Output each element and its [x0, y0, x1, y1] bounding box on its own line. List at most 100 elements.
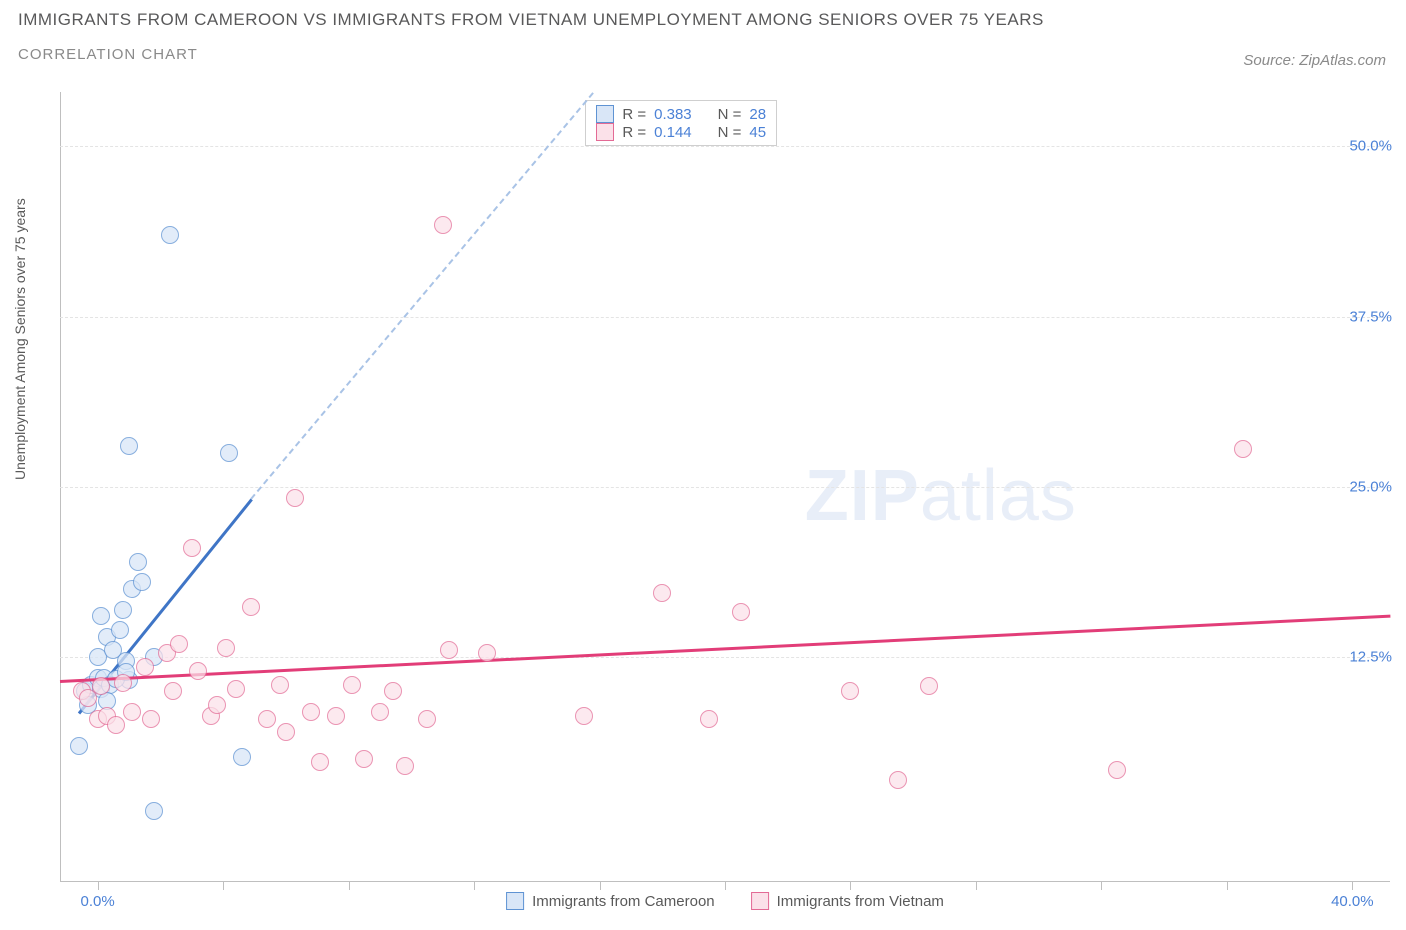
- data-point: [220, 444, 238, 462]
- x-tick-label: 40.0%: [1331, 893, 1374, 910]
- legend-item: Immigrants from Vietnam: [751, 892, 944, 910]
- data-point: [92, 607, 110, 625]
- legend-swatch: [506, 892, 524, 910]
- data-point: [286, 489, 304, 507]
- data-point: [271, 676, 289, 694]
- data-point: [355, 750, 373, 768]
- x-tick: [600, 882, 601, 890]
- data-point: [136, 658, 154, 676]
- data-point: [889, 771, 907, 789]
- data-point: [129, 553, 147, 571]
- data-point: [70, 737, 88, 755]
- n-label: N =: [718, 106, 742, 123]
- data-point: [114, 601, 132, 619]
- data-point: [170, 635, 188, 653]
- chart-subtitle: CORRELATION CHART: [18, 46, 1044, 63]
- gridline: [60, 657, 1390, 658]
- data-point: [277, 723, 295, 741]
- source-attribution: Source: ZipAtlas.com: [1243, 52, 1386, 69]
- data-point: [327, 707, 345, 725]
- data-point: [302, 703, 320, 721]
- r-label: R =: [622, 124, 646, 141]
- x-tick-label: 0.0%: [81, 893, 115, 910]
- x-tick: [474, 882, 475, 890]
- gridline: [60, 146, 1390, 147]
- data-point: [120, 437, 138, 455]
- n-value: 45: [749, 124, 766, 141]
- watermark: ZIPatlas: [805, 455, 1077, 537]
- x-tick: [725, 882, 726, 890]
- x-tick: [1101, 882, 1102, 890]
- legend-label: Immigrants from Cameroon: [532, 893, 715, 910]
- source-name: ZipAtlas.com: [1299, 52, 1386, 69]
- legend-swatch: [751, 892, 769, 910]
- data-point: [478, 644, 496, 662]
- legend-item: Immigrants from Cameroon: [506, 892, 715, 910]
- y-tick-label: 50.0%: [1349, 138, 1392, 155]
- data-point: [107, 716, 125, 734]
- y-tick-label: 12.5%: [1349, 649, 1392, 666]
- x-tick: [1352, 882, 1353, 890]
- data-point: [183, 539, 201, 557]
- data-point: [653, 584, 671, 602]
- stats-row: R = 0.144 N = 45: [596, 123, 766, 141]
- data-point: [384, 682, 402, 700]
- data-point: [700, 710, 718, 728]
- data-point: [114, 674, 132, 692]
- trend-line: [60, 615, 1390, 683]
- data-point: [311, 753, 329, 771]
- data-point: [92, 677, 110, 695]
- data-point: [396, 757, 414, 775]
- y-axis-label: Unemployment Among Seniors over 75 years: [12, 198, 28, 480]
- data-point: [841, 682, 859, 700]
- x-tick: [850, 882, 851, 890]
- data-point: [111, 621, 129, 639]
- r-value: 0.383: [654, 106, 692, 123]
- n-label: N =: [718, 124, 742, 141]
- data-point: [233, 748, 251, 766]
- data-point: [227, 680, 245, 698]
- x-tick: [1227, 882, 1228, 890]
- correlation-stats-box: R = 0.383 N = 28 R = 0.144 N = 45: [585, 100, 777, 146]
- data-point: [343, 676, 361, 694]
- data-point: [258, 710, 276, 728]
- data-point: [242, 598, 260, 616]
- data-point: [575, 707, 593, 725]
- x-tick: [976, 882, 977, 890]
- stats-row: R = 0.383 N = 28: [596, 105, 766, 123]
- scatter-chart: ZIPatlas Immigrants from CameroonImmigra…: [60, 92, 1390, 882]
- x-tick: [223, 882, 224, 890]
- data-point: [732, 603, 750, 621]
- data-point: [920, 677, 938, 695]
- data-point: [164, 682, 182, 700]
- y-tick-label: 25.0%: [1349, 479, 1392, 496]
- data-point: [123, 703, 141, 721]
- watermark-atlas: atlas: [920, 456, 1077, 536]
- data-point: [133, 573, 151, 591]
- y-tick-label: 37.5%: [1349, 308, 1392, 325]
- watermark-zip: ZIP: [805, 456, 920, 536]
- legend-swatch: [596, 123, 614, 141]
- n-value: 28: [749, 106, 766, 123]
- data-point: [371, 703, 389, 721]
- data-point: [418, 710, 436, 728]
- gridline: [60, 317, 1390, 318]
- legend-swatch: [596, 105, 614, 123]
- trend-line: [251, 92, 594, 499]
- legend-label: Immigrants from Vietnam: [777, 893, 944, 910]
- x-tick: [349, 882, 350, 890]
- x-tick: [98, 882, 99, 890]
- data-point: [208, 696, 226, 714]
- data-point: [440, 641, 458, 659]
- chart-title: IMMIGRANTS FROM CAMEROON VS IMMIGRANTS F…: [18, 10, 1044, 30]
- legend: Immigrants from Cameroon Immigrants from …: [506, 892, 944, 910]
- data-point: [434, 216, 452, 234]
- data-point: [145, 802, 163, 820]
- data-point: [142, 710, 160, 728]
- data-point: [1108, 761, 1126, 779]
- data-point: [161, 226, 179, 244]
- data-point: [217, 639, 235, 657]
- r-value: 0.144: [654, 124, 692, 141]
- data-point: [189, 662, 207, 680]
- r-label: R =: [622, 106, 646, 123]
